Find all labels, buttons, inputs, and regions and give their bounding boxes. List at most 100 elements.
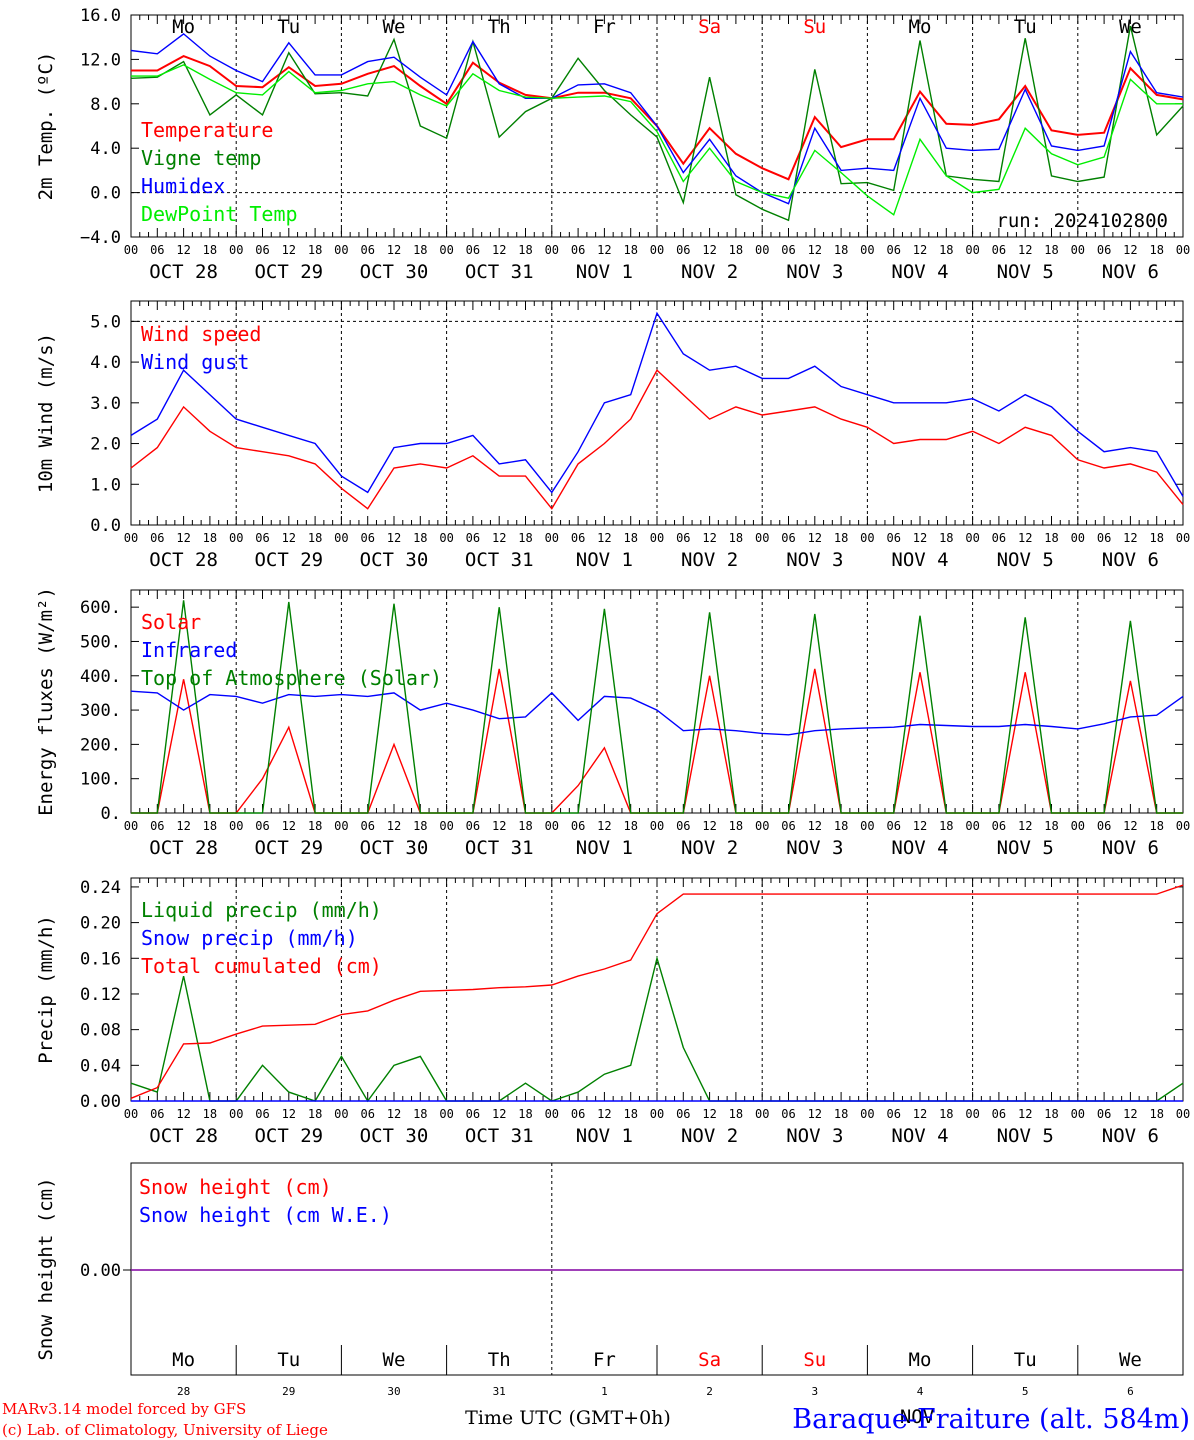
hour-tick-label: 00 (545, 243, 559, 257)
legend-entry: DewPoint Temp (141, 202, 298, 226)
legend-entry: Wind gust (141, 350, 249, 374)
date-label: NOV 4 (891, 549, 948, 571)
hour-tick-label: 12 (1018, 1107, 1032, 1121)
date-label: OCT 29 (254, 261, 323, 283)
hour-tick-label: 18 (939, 531, 953, 545)
legend-entry: Snow height (cm) (139, 1175, 332, 1199)
hour-tick-label: 12 (282, 243, 296, 257)
legend-entry: Liquid precip (mm/h) (141, 898, 382, 922)
hour-tick-label: 06 (150, 531, 164, 545)
hour-tick-label: 00 (965, 819, 979, 833)
weekday-label: Tu (1014, 1349, 1037, 1371)
date-label: NOV 1 (576, 837, 633, 859)
hour-tick-label: 06 (676, 819, 690, 833)
hour-tick-label: 18 (308, 1107, 322, 1121)
hour-tick-label: 00 (860, 243, 874, 257)
hour-tick-label: 00 (334, 819, 348, 833)
legend-entry: Solar (141, 610, 201, 634)
hour-tick-label: 12 (702, 243, 716, 257)
hour-tick-label: 00 (439, 819, 453, 833)
hour-tick-label: 06 (571, 531, 585, 545)
weekday-label: Th (488, 16, 511, 38)
date-label: NOV 6 (1102, 261, 1159, 283)
hour-tick-label: 18 (729, 1107, 743, 1121)
y-axis-title: 10m Wind (m/s) (35, 333, 57, 493)
hour-tick-label: 12 (597, 819, 611, 833)
hour-tick-label: 18 (1044, 531, 1058, 545)
series-line-2 (131, 600, 1183, 814)
hour-tick-label: 00 (650, 243, 664, 257)
hour-tick-label: 00 (334, 243, 348, 257)
date-label: NOV 1 (576, 549, 633, 571)
hour-tick-label: 06 (150, 1107, 164, 1121)
hour-tick-label: 18 (939, 819, 953, 833)
date-label: OCT 30 (360, 837, 429, 859)
hour-tick-label: 18 (623, 243, 637, 257)
date-label: OCT 28 (149, 549, 218, 571)
y-axis-title: Energy fluxes (W/m²) (35, 587, 57, 816)
hour-tick-label: 06 (886, 1107, 900, 1121)
date-label: OCT 31 (465, 837, 534, 859)
day-number: 30 (387, 1385, 400, 1398)
date-label: OCT 29 (254, 837, 323, 859)
hour-tick-label: 06 (781, 819, 795, 833)
date-label: NOV 6 (1102, 549, 1159, 571)
date-label: OCT 31 (465, 549, 534, 571)
hour-tick-label: 00 (1071, 531, 1085, 545)
hour-tick-label: 06 (676, 1107, 690, 1121)
panel-1: 00 06 12 18 OCT 28 00 06 12 18 OCT 29 00 06 12 18 OCT … (35, 6, 1190, 283)
day-number: 5 (1022, 1385, 1029, 1398)
hour-tick-label: 00 (1176, 1107, 1190, 1121)
time-axis-label: Time UTC (GMT+0h) (465, 1407, 671, 1429)
hour-tick-label: 12 (176, 1107, 190, 1121)
hour-tick-label: 18 (1149, 531, 1163, 545)
hour-tick-label: 00 (860, 1107, 874, 1121)
day-number: 29 (282, 1385, 295, 1398)
panel-4: 00 06 12 18 OCT 28 00 06 12 18 OCT 29 00 06 12 18 OCT … (35, 877, 1190, 1147)
hour-tick-label: 12 (808, 819, 822, 833)
series-line-3 (131, 64, 1183, 216)
hour-tick-label: 18 (623, 531, 637, 545)
hour-tick-label: 00 (860, 531, 874, 545)
weekday-label: Fr (593, 1349, 616, 1371)
hour-tick-label: 18 (1044, 1107, 1058, 1121)
hour-tick-label: 18 (834, 1107, 848, 1121)
hour-tick-label: 00 (1071, 819, 1085, 833)
weekday-label: Mo (172, 1349, 195, 1371)
y-tick-label: 0.00 (80, 1092, 121, 1112)
y-tick-label: 600. (80, 598, 121, 618)
y-tick-label: 300. (80, 701, 121, 721)
legend-entry: Top of Atmosphere (Solar) (141, 666, 442, 690)
hour-tick-label: 18 (1044, 819, 1058, 833)
date-label: OCT 31 (465, 261, 534, 283)
y-tick-label: 400. (80, 667, 121, 687)
y-tick-label: 0.16 (80, 949, 121, 969)
date-label: NOV 1 (576, 261, 633, 283)
hour-tick-label: 12 (1123, 1107, 1137, 1121)
weekday-label: Tu (277, 16, 300, 38)
hour-tick-label: 00 (965, 243, 979, 257)
day-number: 31 (493, 1385, 506, 1398)
y-axis-title: Precip (mm/h) (35, 915, 57, 1064)
hour-tick-label: 00 (1071, 1107, 1085, 1121)
hour-tick-label: 06 (255, 243, 269, 257)
hour-tick-label: 12 (387, 819, 401, 833)
hour-tick-label: 00 (755, 531, 769, 545)
hour-tick-label: 06 (886, 243, 900, 257)
hour-tick-label: 12 (1123, 243, 1137, 257)
hour-tick-label: 18 (413, 1107, 427, 1121)
date-label: OCT 28 (149, 837, 218, 859)
weekday-label: We (1119, 16, 1142, 38)
hour-tick-label: 06 (886, 531, 900, 545)
hour-tick-label: 00 (650, 531, 664, 545)
hour-tick-label: 18 (203, 243, 217, 257)
hour-tick-label: 18 (834, 243, 848, 257)
day-number: 2 (706, 1385, 713, 1398)
date-label: NOV 2 (681, 261, 738, 283)
hour-tick-label: 18 (203, 819, 217, 833)
weekday-label: Sa (698, 1349, 721, 1371)
weekday-label: Su (803, 16, 826, 38)
date-label: OCT 28 (149, 261, 218, 283)
station-title: Baraque-Fraiture (alt. 584m) (792, 1404, 1190, 1435)
hour-tick-label: 18 (623, 819, 637, 833)
